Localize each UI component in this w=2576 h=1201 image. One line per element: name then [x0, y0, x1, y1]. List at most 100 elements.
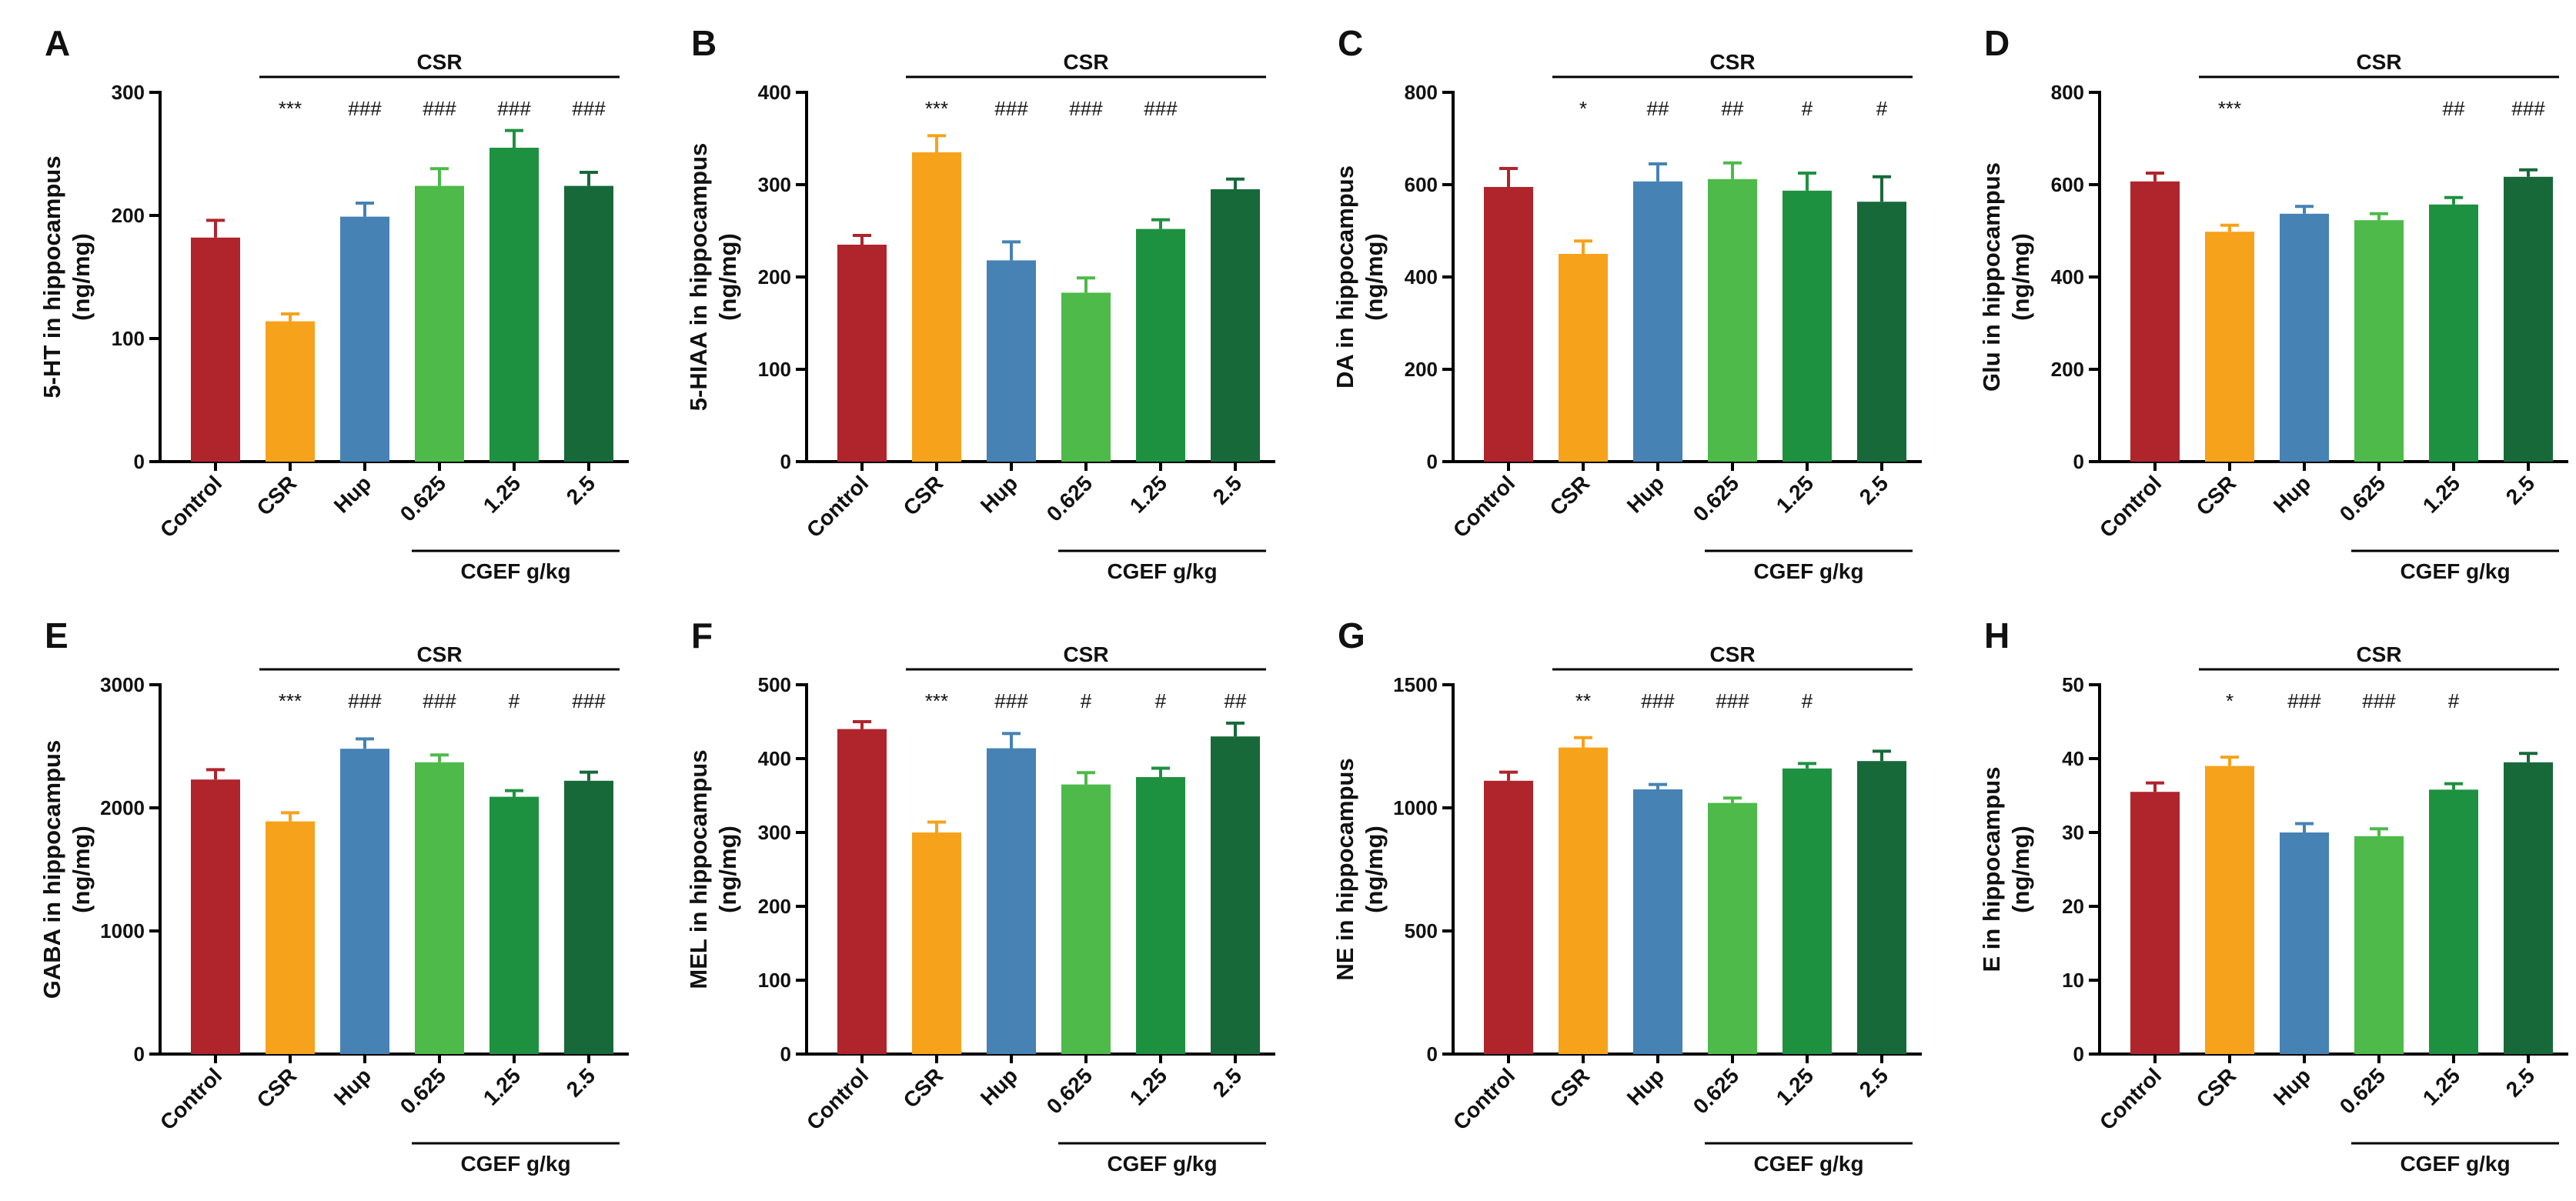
significance-label: # [2448, 689, 2460, 712]
bottom-group-label: CGEF g/kg [2400, 1152, 2510, 1176]
bar-hup [1633, 789, 1682, 1054]
x-tick-label: 1.25 [2418, 471, 2464, 517]
x-tick-label: 0.625 [396, 471, 450, 525]
bottom-group-label: CGEF g/kg [1107, 559, 1217, 583]
significance-label: # [1876, 97, 1888, 120]
bar-control [1484, 780, 1533, 1054]
significance-label: ### [1716, 689, 1749, 712]
bar-2_5 [2504, 176, 2553, 462]
x-tick-label: Hup [1622, 471, 1669, 517]
bar-hup [987, 748, 1036, 1054]
panel-letter: H [1984, 616, 2010, 656]
significance-label: # [1802, 689, 1813, 712]
chart-panel-e: E GABA in hippocampus (ng/mg) 0 1000 2000 3000… [38, 616, 629, 1176]
panel-letter: F [691, 616, 713, 656]
y-axis-unit: (ng/mg) [2007, 826, 2034, 913]
y-tick-label: 100 [112, 327, 145, 350]
bar-hup [2280, 213, 2329, 462]
y-tick-label: 800 [2051, 81, 2084, 104]
bar-2_5 [564, 185, 613, 462]
y-tick-label: 500 [1405, 919, 1438, 942]
chart-panel-a: A 5-HT in hippocampus (ng/mg) 0 100 200 300 Con… [38, 23, 629, 583]
bar-hup [987, 260, 1036, 462]
x-tick-label: 2.5 [1208, 471, 1246, 509]
bar-control [837, 729, 887, 1054]
y-tick-label: 400 [2051, 265, 2084, 289]
y-axis-unit: (ng/mg) [2007, 233, 2034, 321]
x-tick-label: CSR [252, 471, 302, 520]
y-tick-label: 40 [2062, 747, 2084, 770]
bar-2_5 [1211, 736, 1260, 1054]
significance-label: ### [2511, 97, 2545, 120]
panel-letter: B [691, 23, 717, 63]
significance-label: # [1802, 97, 1813, 120]
x-tick-label: CSR [252, 1063, 302, 1113]
significance-label: * [2226, 689, 2234, 712]
top-group-label: CSR [1709, 642, 1755, 666]
significance-label: *** [925, 97, 948, 120]
y-tick-label: 0 [1427, 1043, 1438, 1066]
y-tick-label: 400 [1405, 265, 1438, 289]
bar-2_5 [2504, 762, 2553, 1054]
y-axis-unit: (ng/mg) [714, 826, 741, 913]
bar-csr [1559, 254, 1608, 462]
bar-1_25 [1782, 768, 1832, 1054]
y-tick-label: 400 [758, 747, 791, 770]
x-tick-label: CSR [1545, 471, 1595, 520]
bar-1_25 [1136, 777, 1185, 1054]
bar-1_25 [489, 148, 539, 462]
y-tick-label: 0 [134, 450, 145, 473]
x-tick-label: Control [1448, 471, 1519, 542]
significance-label: ### [1144, 97, 1178, 120]
y-axis-unit: (ng/mg) [1361, 826, 1388, 913]
y-tick-label: 100 [758, 358, 791, 381]
y-tick-label: 30 [2062, 821, 2084, 844]
x-tick-label: CSR [2192, 471, 2241, 520]
significance-label: ### [572, 689, 606, 712]
bar-control [1484, 187, 1533, 462]
y-axis-label: Glu in hippocampus [1978, 162, 2005, 392]
y-tick-label: 300 [758, 821, 791, 844]
bar-2_5 [1211, 189, 1260, 462]
y-tick-label: 500 [758, 673, 791, 696]
bar-2_5 [1857, 202, 1906, 462]
top-group-label: CSR [416, 642, 462, 666]
chart-panel-b: B 5-HIAA in hippocampus (ng/mg) 0 100 200 300 4… [685, 23, 1275, 583]
bar-1_25 [1136, 229, 1185, 462]
top-group-label: CSR [416, 50, 462, 74]
x-tick-label: 2.5 [562, 471, 600, 509]
x-tick-label: 2.5 [1855, 471, 1893, 509]
x-tick-label: Hup [329, 471, 376, 517]
significance-label: # [1155, 689, 1167, 712]
significance-label: ## [1647, 97, 1669, 120]
significance-label: * [1579, 97, 1587, 120]
top-group-label: CSR [2356, 50, 2401, 74]
chart-panel-f: F MEL in hippocampus (ng/mg) 0 100 200 300 400 5… [685, 616, 1275, 1176]
panel-letter: G [1338, 616, 1365, 656]
y-axis-label: 5-HT in hippocampus [38, 155, 65, 398]
chart-panel-g: G NE in hippocampus (ng/mg) 0 500 1000 1500 Con… [1331, 616, 1922, 1176]
y-tick-label: 1000 [100, 919, 145, 942]
x-tick-label: 0.625 [1042, 1063, 1097, 1118]
x-tick-label: Hup [976, 471, 1022, 517]
x-tick-label: 2.5 [1855, 1063, 1893, 1101]
y-axis-label: E in hippocampus [1978, 767, 2005, 972]
significance-label: *** [279, 689, 302, 712]
y-axis-label: DA in hippocampus [1331, 165, 1358, 389]
x-tick-label: 0.625 [396, 1063, 450, 1118]
y-axis-label: NE in hippocampus [1331, 758, 1358, 980]
x-tick-label: 2.5 [2501, 1063, 2539, 1101]
significance-label: ## [1225, 689, 1247, 712]
x-tick-label: Control [1448, 1063, 1519, 1134]
bar-1_25 [489, 796, 539, 1054]
significance-label: ## [1722, 97, 1744, 120]
bar-hup [340, 749, 389, 1054]
y-tick-label: 200 [1405, 358, 1438, 381]
y-tick-label: 800 [1405, 81, 1438, 104]
y-tick-label: 300 [112, 81, 145, 104]
x-tick-label: Control [2095, 1063, 2166, 1134]
y-tick-label: 600 [2051, 173, 2084, 196]
x-tick-label: Control [802, 471, 873, 542]
y-tick-label: 100 [758, 969, 791, 992]
x-tick-label: 0.625 [1689, 1063, 1743, 1118]
